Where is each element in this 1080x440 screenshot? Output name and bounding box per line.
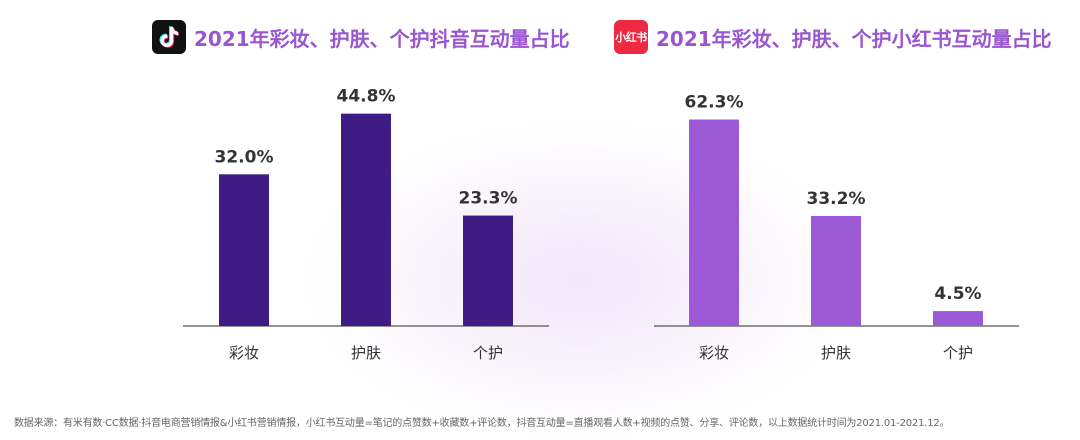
data-label-1: 62.3% [685,93,744,113]
douyin-chart-panel: 2021年彩妆、护肤、个护抖音互动量占比 32.0% 彩妆 44.8% 护肤 23.3%… [0,0,580,400]
xiaohongshu-chart-title: 2021年彩妆、护肤、个护小红书互动量占比 [656,26,1052,51]
xiaohongshu-logo-text: 小红书 [615,31,647,44]
category-label-3: 个护 [473,344,503,362]
douyin-note-icon [159,26,179,48]
douyin-chart-header: 2021年彩妆、护肤、个护抖音互动量占比 [152,20,570,54]
category-label-2: 护肤 [351,344,381,362]
bar-1 [219,174,269,326]
data-label-3: 4.5% [934,284,981,304]
category-label-2: 护肤 [821,344,851,362]
xiaohongshu-bar-chart: 62.3% 彩妆 33.2% 护肤 4.5% 个护 [654,93,1019,362]
bar-3 [933,311,983,326]
category-label-3: 个护 [943,344,973,362]
xiaohongshu-chart-header: 小红书 2021年彩妆、护肤、个护小红书互动量占比 [614,20,1052,54]
data-label-2: 33.2% [807,189,866,209]
xiaohongshu-chart-panel: 小红书 2021年彩妆、护肤、个护小红书互动量占比 62.3% 彩妆 33.2% 护肤… [580,0,1080,400]
douyin-bar-chart: 32.0% 彩妆 44.8% 护肤 23.3% 个护 [183,87,549,362]
data-label-1: 32.0% [215,147,274,167]
data-label-2: 44.8% [337,87,396,107]
bar-2 [341,113,391,326]
douyin-chart-title: 2021年彩妆、护肤、个护抖音互动量占比 [194,26,570,51]
bar-1 [689,119,739,327]
category-label-1: 彩妆 [229,344,259,362]
bar-3 [463,215,513,326]
xiaohongshu-logo-icon: 小红书 [614,20,648,54]
category-label-1: 彩妆 [699,344,729,362]
bar-2 [811,215,861,326]
data-label-3: 23.3% [459,189,518,209]
douyin-logo-icon [152,20,186,54]
data-source-footnote: 数据来源：有米有数·CC数据·抖音电商营销情报&小红书营销情报，小红书互动量=笔… [14,418,950,429]
